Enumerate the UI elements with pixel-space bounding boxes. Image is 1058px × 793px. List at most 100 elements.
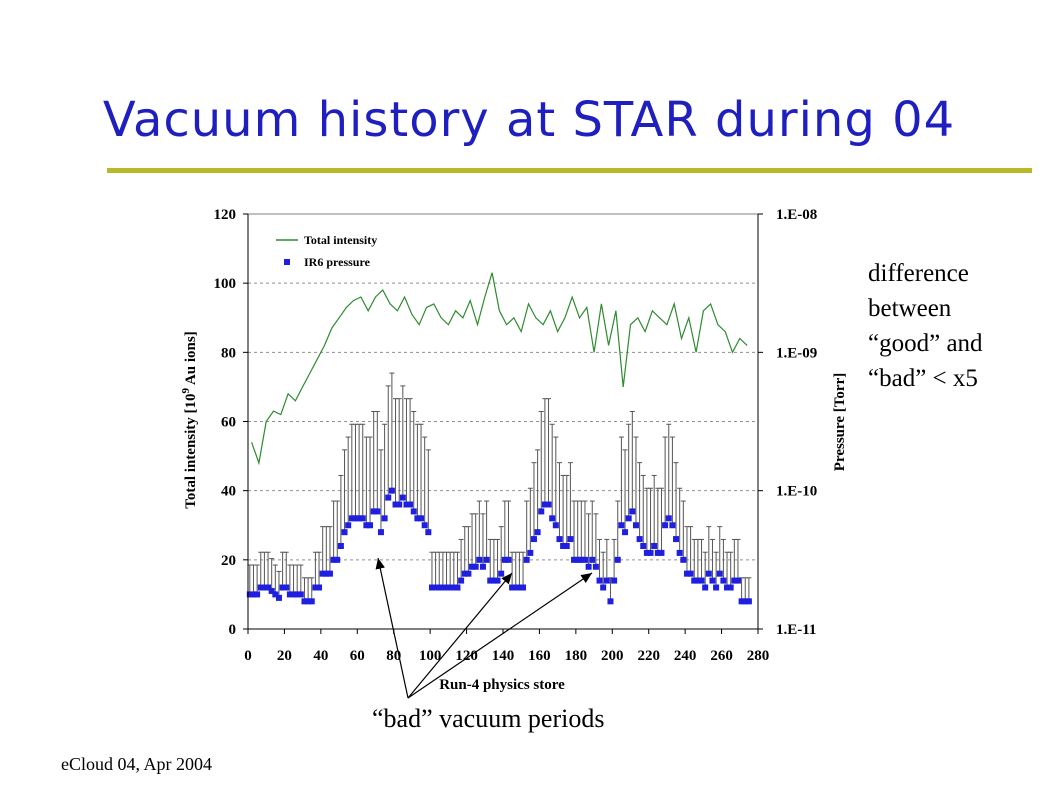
pressure-point [563,543,570,549]
footer-text: eCloud 04, Apr 2004 [61,754,212,774]
pressure-point [560,543,567,549]
pressure-point [461,570,468,577]
x-tick-label: 160 [528,648,551,664]
pressure-point [512,584,519,591]
pressure-point [348,515,355,522]
pressure-point [246,591,253,598]
slide-title: Vacuum history at STAR during 04 [102,92,956,148]
pressure-point [363,522,370,529]
pressure-point [618,522,625,529]
pressure-point [589,556,596,563]
pressure-point [669,522,676,529]
arrow-bad-period-1 [375,557,409,699]
pressure-point [534,529,541,536]
pressure-point [720,577,727,584]
x-tick-label: 240 [674,648,697,664]
pressure-point [410,508,417,515]
pressure-point [356,515,363,522]
pressure-point [283,584,290,591]
pressure-point [578,556,585,563]
y-tick-label: 20 [221,553,236,569]
pressure-point [556,536,563,543]
x-tick-label: 260 [710,648,733,664]
x-tick-label: 20 [277,648,292,664]
pressure-point [476,556,483,563]
y-tick-label: 80 [221,345,236,361]
pressure-point [691,577,698,584]
y2-tick-label: 1.E-09 [776,345,817,361]
pressure-point [254,591,261,598]
pressure-point [665,515,672,522]
pressure-point [636,536,643,543]
pressure-point [742,598,749,605]
y-tick-label: 120 [214,207,237,223]
pressure-point [261,584,268,591]
pressure-point [265,584,272,591]
pressure-point [290,591,297,598]
pressure-point [359,515,366,522]
pressure-point [454,584,461,591]
pressure-point [516,584,523,591]
pressure-point [319,570,326,577]
x-tick-label: 200 [601,648,624,664]
x-tick-label: 180 [565,648,588,664]
pressure-point [538,508,545,515]
pressure-point [662,522,669,529]
pressure-point [399,494,406,501]
pressure-point [614,556,621,563]
pressure-point [407,501,414,508]
pressure-point [297,591,304,598]
pressure-point [713,584,720,591]
pressure-point [428,584,435,591]
pressure-point [330,556,337,563]
pressure-point [392,501,399,508]
arrow-bad-period-2 [407,572,513,699]
x-tick-label: 220 [637,648,660,664]
pressure-point [687,570,694,577]
pressure-point [316,584,323,591]
x-tick-label: 120 [455,648,478,664]
pressure-point [374,508,381,515]
pressure-point [377,529,384,536]
pressure-point [396,501,403,508]
x-tick-label: 100 [419,648,442,664]
pressure-point [625,515,632,522]
pressure-point [545,501,552,508]
pressure-point [607,598,614,605]
pressure-point [337,543,344,549]
pressure-point [483,556,490,563]
x-tick-label: 280 [747,648,770,664]
total-intensity-line [251,272,748,466]
pressure-point [370,508,377,515]
note-line: between [868,295,952,322]
pressure-point [705,570,712,577]
pressure-point [432,584,439,591]
pressure-point [596,577,603,584]
pressure-point [323,570,330,577]
pressure-point [250,591,257,598]
pressure-point [275,594,282,601]
note-line: “bad” < x5 [868,365,978,392]
y-tick-label: 40 [221,484,236,500]
legend-label-ir6-pressure: IR6 pressure [304,255,371,269]
x-tick-label: 80 [386,648,401,664]
pressure-point [443,584,450,591]
pressure-point [458,577,465,584]
pressure-point [571,556,578,563]
bad-vacuum-annotation: “bad” vacuum periods [372,704,605,733]
pressure-point [592,563,599,570]
pressure-point [527,549,534,556]
pressure-point [501,556,508,563]
pressure-point [490,577,497,584]
pressure-point [680,556,687,563]
difference-note: difference between “good” and “bad” < x5 [868,256,1048,396]
pressure-point [286,591,293,598]
pressure-point [367,522,374,529]
y-tick-label: 0 [229,622,237,638]
pressure-point [418,515,425,522]
pressure-point [450,584,457,591]
pressure-point [658,549,665,556]
pressure-point [673,536,680,543]
pressure-point [472,563,479,570]
